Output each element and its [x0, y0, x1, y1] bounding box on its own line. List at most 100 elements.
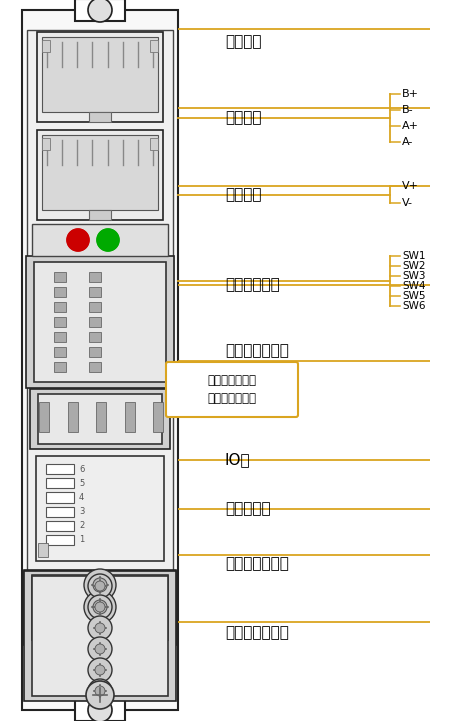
Text: 1: 1 — [79, 536, 84, 544]
Text: IO口: IO口 — [225, 453, 251, 467]
Text: 通讯接口（出）: 通讯接口（出） — [225, 626, 289, 640]
Text: 闭环时为编码器
接口，开环为空: 闭环时为编码器 接口，开环为空 — [208, 374, 257, 405]
Bar — [89, 347, 101, 357]
Text: 5: 5 — [79, 479, 84, 487]
Circle shape — [95, 602, 105, 612]
Bar — [89, 317, 101, 327]
Circle shape — [88, 574, 112, 598]
Circle shape — [93, 600, 107, 614]
Bar — [89, 332, 101, 342]
Text: V+: V+ — [402, 181, 419, 191]
Text: SW1: SW1 — [402, 251, 426, 261]
Circle shape — [88, 0, 112, 22]
Text: 电机连接: 电机连接 — [225, 110, 261, 125]
Bar — [22, 10, 178, 710]
Circle shape — [88, 658, 112, 682]
Circle shape — [95, 644, 105, 654]
Text: SW6: SW6 — [402, 301, 426, 311]
Bar — [89, 362, 101, 372]
Bar — [30, 389, 170, 449]
Bar — [54, 287, 66, 297]
Circle shape — [95, 581, 105, 591]
Text: SW5: SW5 — [402, 291, 426, 301]
Circle shape — [67, 229, 89, 251]
Bar — [96, 402, 106, 432]
Bar — [54, 317, 66, 327]
Text: SW4: SW4 — [402, 281, 426, 291]
Bar — [37, 130, 163, 220]
Text: V-: V- — [402, 198, 413, 208]
Bar — [54, 347, 66, 357]
Text: B+: B+ — [402, 89, 419, 99]
Bar — [46, 464, 74, 474]
Bar — [153, 402, 163, 432]
Circle shape — [84, 591, 116, 623]
Bar — [54, 302, 66, 312]
Circle shape — [67, 229, 89, 251]
Bar — [68, 402, 78, 432]
Circle shape — [97, 229, 119, 251]
Bar — [75, 0, 125, 21]
Bar — [54, 332, 66, 342]
Bar — [54, 362, 66, 372]
Bar — [34, 262, 166, 382]
Text: 接地螺钉: 接地螺钉 — [225, 35, 261, 49]
Text: A+: A+ — [402, 121, 419, 131]
Circle shape — [88, 698, 112, 721]
Bar — [46, 478, 74, 488]
Circle shape — [88, 616, 112, 640]
Bar — [32, 224, 168, 256]
Text: 拨码开关设定: 拨码开关设定 — [225, 278, 280, 292]
Bar — [39, 402, 49, 432]
Bar — [42, 138, 50, 150]
Bar — [26, 256, 174, 388]
Bar — [32, 576, 168, 696]
Bar — [24, 570, 176, 645]
Bar — [89, 302, 101, 312]
Bar — [46, 492, 74, 503]
Text: 刹车控制输出口: 刹车控制输出口 — [225, 344, 289, 358]
Text: SW2: SW2 — [402, 261, 426, 271]
Bar — [24, 571, 176, 701]
Bar — [89, 287, 101, 297]
Bar — [27, 30, 173, 690]
Circle shape — [88, 679, 112, 703]
Text: 电源连接: 电源连接 — [225, 187, 261, 202]
Circle shape — [97, 229, 119, 251]
Bar — [89, 272, 101, 282]
Circle shape — [95, 623, 105, 633]
Text: A-: A- — [402, 137, 413, 147]
Bar — [150, 40, 158, 52]
Bar — [89, 210, 111, 220]
Circle shape — [86, 681, 114, 709]
Bar — [125, 402, 135, 432]
Circle shape — [88, 637, 112, 661]
Circle shape — [84, 569, 116, 601]
Text: 6: 6 — [79, 464, 84, 474]
Bar — [42, 40, 50, 52]
Text: 通讯接口（入）: 通讯接口（入） — [225, 557, 289, 571]
Bar — [46, 521, 74, 531]
Text: B-: B- — [402, 105, 414, 115]
Bar — [36, 456, 164, 561]
Bar — [46, 506, 74, 517]
Text: 状态指示灯: 状态指示灯 — [225, 502, 271, 516]
Text: 2: 2 — [79, 521, 84, 530]
Circle shape — [88, 595, 112, 619]
Circle shape — [95, 665, 105, 675]
Bar — [37, 32, 163, 122]
Bar — [38, 394, 162, 444]
Text: SW3: SW3 — [402, 271, 426, 281]
Bar — [38, 543, 48, 557]
Circle shape — [93, 578, 107, 592]
Bar — [150, 138, 158, 150]
Bar — [42, 37, 158, 112]
Bar — [75, 699, 125, 721]
Text: 4: 4 — [79, 493, 84, 502]
Bar — [46, 535, 74, 545]
Bar — [32, 575, 168, 640]
Text: 3: 3 — [79, 507, 84, 516]
FancyBboxPatch shape — [166, 362, 298, 417]
Bar — [54, 272, 66, 282]
Bar — [42, 135, 158, 210]
